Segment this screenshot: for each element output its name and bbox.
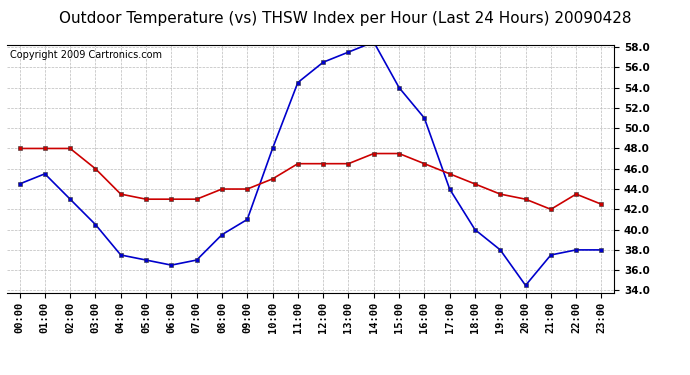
Text: Copyright 2009 Cartronics.com: Copyright 2009 Cartronics.com bbox=[10, 50, 162, 60]
Text: Outdoor Temperature (vs) THSW Index per Hour (Last 24 Hours) 20090428: Outdoor Temperature (vs) THSW Index per … bbox=[59, 11, 631, 26]
